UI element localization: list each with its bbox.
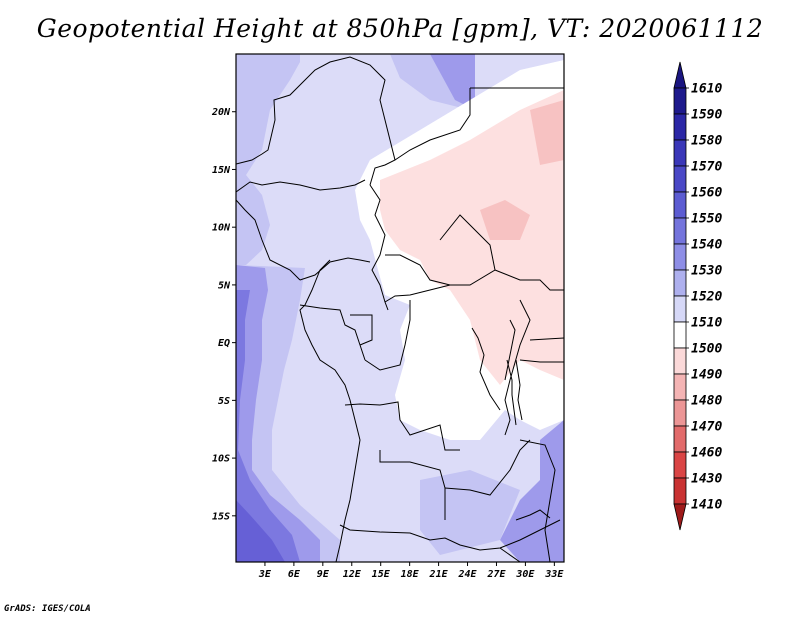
lat-tick-label: 10N <box>212 223 231 234</box>
colorbar-bin <box>673 425 687 453</box>
colorbar-bin <box>673 87 687 115</box>
lat-tick-label: EQ <box>218 338 230 349</box>
colorbar-label: 1560 <box>691 186 722 201</box>
colorbar-bin <box>673 295 687 323</box>
colorbar-bin <box>673 477 687 505</box>
field-1540-ocean <box>236 265 320 562</box>
chart-title: Geopotential Height at 850hPa [gpm], VT:… <box>36 14 764 43</box>
colorbar-label: 1480 <box>691 394 722 409</box>
colorbar-bin <box>673 373 687 401</box>
lat-tick-label: 5N <box>218 280 231 291</box>
field-1530-west <box>236 54 300 265</box>
colorbar-bin <box>673 165 687 193</box>
field-1550-ocean <box>236 290 300 562</box>
field-1500-center <box>380 90 564 385</box>
lat-tick-label: 15S <box>212 511 230 522</box>
lon-tick-label: 6E <box>288 569 301 580</box>
lon-tick-label: 27E <box>486 569 506 580</box>
geopotential-field <box>236 54 564 562</box>
colorbar-label: 1470 <box>691 420 722 435</box>
colorbar-label: 1540 <box>691 238 722 253</box>
colorbar-bin <box>673 451 687 479</box>
field-1540-northeast <box>430 54 475 110</box>
grads-credit: GrADS: IGES/COLA <box>4 604 91 614</box>
lat-tick-label: 10S <box>212 454 230 465</box>
colorbar-label: 1550 <box>691 212 722 227</box>
country-borders <box>236 56 564 562</box>
field-1490-pocket-a <box>480 200 530 240</box>
colorbar-label: 1430 <box>691 472 722 487</box>
colorbar-label: 1490 <box>691 368 722 383</box>
colorbar-bin <box>673 191 687 219</box>
colorbar-label: 1410 <box>691 498 722 513</box>
colorbar-bin <box>673 217 687 245</box>
colorbar-bin <box>673 399 687 427</box>
lon-tick-label: 9E <box>317 569 330 580</box>
longitude-axis: 3E 6E 9E 12E 15E 18E 21E 24E 27E 30E 33E <box>258 562 564 580</box>
lon-tick-label: 24E <box>457 569 477 580</box>
lon-tick-label: 30E <box>515 569 535 580</box>
lon-tick-label: 15E <box>372 569 391 580</box>
colorbar-bin <box>673 243 687 271</box>
colorbar: 1610 1590 1580 1570 1560 1550 1540 1530 1520 1510… <box>673 61 722 531</box>
colorbar-bin <box>673 347 687 375</box>
colorbar-bin <box>673 269 687 297</box>
colorbar-label: 1610 <box>691 82 722 97</box>
lon-tick-label: 12E <box>343 569 362 580</box>
lat-tick-label: 20N <box>211 107 231 118</box>
lat-tick-label: 15N <box>212 165 231 176</box>
colorbar-bin <box>673 113 687 141</box>
field-1490-pocket-b <box>530 100 564 165</box>
lon-tick-label: 21E <box>429 569 449 580</box>
colorbar-label: 1520 <box>691 290 722 305</box>
colorbar-bottom-arrow <box>673 503 687 531</box>
latitude-axis: 20N 15N 10N 5N EQ 5S 10S 15S <box>211 107 236 522</box>
colorbar-label: 1590 <box>691 108 722 123</box>
colorbar-label: 1580 <box>691 134 722 149</box>
colorbar-label: 1510 <box>691 316 722 331</box>
lon-tick-label: 3E <box>258 569 272 580</box>
lon-tick-label: 33E <box>544 569 564 580</box>
colorbar-bin <box>673 321 687 349</box>
map-frame <box>235 53 565 563</box>
colorbar-label: 1570 <box>691 160 722 175</box>
colorbar-bin <box>673 139 687 167</box>
colorbar-label: 1530 <box>691 264 722 279</box>
lon-tick-label: 18E <box>401 569 420 580</box>
field-1560-corner <box>236 500 285 562</box>
colorbar-label: 1500 <box>691 342 722 357</box>
lat-tick-label: 5S <box>218 396 230 407</box>
colorbar-top-arrow <box>673 61 687 89</box>
colorbar-label: 1460 <box>691 446 722 461</box>
